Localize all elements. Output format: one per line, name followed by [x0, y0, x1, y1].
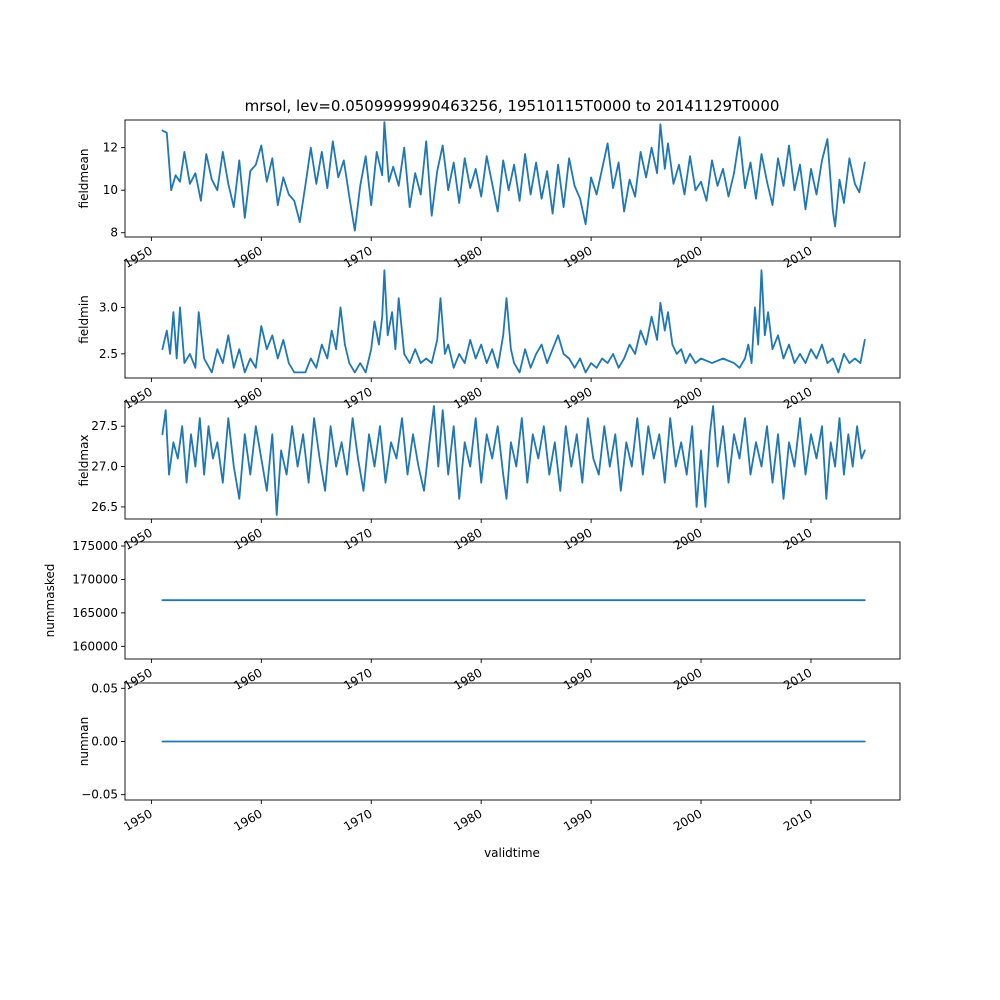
y-tick-label: 2.5: [99, 347, 118, 361]
y-tick-label: 12: [103, 141, 118, 155]
x-tick-label: 1970: [341, 665, 374, 692]
x-tick-label: 2000: [671, 384, 704, 411]
series-line-fieldmin: [161, 269, 866, 374]
x-tick-label: 1960: [231, 384, 264, 411]
x-tick-label: 1970: [341, 525, 374, 552]
y-axis-label: fieldmax: [77, 434, 91, 486]
x-tick-label: 1950: [121, 806, 154, 833]
y-tick-label: 0.00: [91, 735, 118, 749]
axes-frame: [124, 119, 901, 238]
x-tick-label: 1990: [561, 525, 594, 552]
x-tick-label: 1980: [451, 525, 484, 552]
y-tick-label: 26.5: [91, 500, 118, 514]
series-line-fieldmax: [161, 405, 866, 516]
x-tick-label: 1990: [561, 806, 594, 833]
y-tick-label: 10: [103, 183, 118, 197]
x-tick-label: 2000: [671, 243, 704, 270]
panel-nummasked: 160000 165000 170000 175000 nummasked 1950 196…: [43, 539, 901, 693]
series-line-fieldmean: [161, 121, 866, 232]
x-tick-label: 1970: [341, 243, 374, 270]
y-tick-label: 170000: [72, 572, 118, 586]
x-tick-label: 2010: [781, 243, 814, 270]
y-tick-label: 160000: [72, 639, 118, 653]
x-tick-label: 2000: [671, 665, 704, 692]
axes-frame: [124, 401, 901, 520]
x-tick-label: 1950: [121, 525, 154, 552]
panel-fieldmean: 8 10 12 fieldmean 1950 1960 1970 1980 1990 2000 20…: [77, 119, 901, 271]
chart-title: mrsol, lev=0.0509999990463256, 19510115T…: [245, 97, 780, 115]
x-tick-label: 1980: [451, 665, 484, 692]
y-tick-label: 165000: [72, 606, 118, 620]
x-axis-label: validtime: [484, 846, 540, 860]
x-tick-label: 1970: [341, 806, 374, 833]
x-tick-label: 1990: [561, 384, 594, 411]
panels: 8 10 12 fieldmean 1950 1960 1970 1980 1990 2000 20…: [43, 119, 901, 834]
x-tick-label: 1950: [121, 384, 154, 411]
y-axis-label: numnan: [77, 717, 91, 766]
x-tick-label: 1960: [231, 665, 264, 692]
x-tick-label: 2000: [671, 525, 704, 552]
y-tick-label: −0.05: [81, 788, 118, 802]
panel-fieldmin: 2.5 3.0 fieldmin 1950 1960 1970 1980 1990 2000 20…: [77, 260, 901, 412]
x-tick-label: 2010: [781, 384, 814, 411]
y-tick-label: 8: [110, 226, 118, 240]
x-tick-label: 2010: [781, 525, 814, 552]
y-tick-label: 0.05: [91, 681, 118, 695]
x-tick-label: 2000: [671, 806, 704, 833]
y-axis-label: nummasked: [43, 564, 57, 638]
x-tick-label: 1990: [561, 243, 594, 270]
x-tick-label: 2010: [781, 806, 814, 833]
x-tick-label: 1980: [451, 243, 484, 270]
y-axis-label: fieldmin: [77, 295, 91, 344]
x-tick-label: 1960: [231, 525, 264, 552]
x-tick-label: 1960: [231, 243, 264, 270]
axes-frame: [124, 260, 901, 379]
panel-numnan: −0.05 0.00 0.05 numnan 1950 1960 1970 1980 1990 2…: [77, 681, 901, 834]
x-tick-label: 1990: [561, 665, 594, 692]
x-tick-label: 1980: [451, 384, 484, 411]
x-tick-label: 1970: [341, 384, 374, 411]
axes-frame: [124, 541, 901, 660]
y-tick-label: 27.0: [91, 460, 118, 474]
x-tick-label: 1980: [451, 806, 484, 833]
y-tick-label: 175000: [72, 539, 118, 553]
y-tick-label: 3.0: [99, 300, 118, 314]
x-tick-label: 1950: [121, 665, 154, 692]
y-tick-label: 27.5: [91, 419, 118, 433]
x-tick-label: 2010: [781, 665, 814, 692]
y-axis-label: fieldmean: [77, 149, 91, 209]
x-tick-label: 1950: [121, 243, 154, 270]
x-tick-label: 1960: [231, 806, 264, 833]
